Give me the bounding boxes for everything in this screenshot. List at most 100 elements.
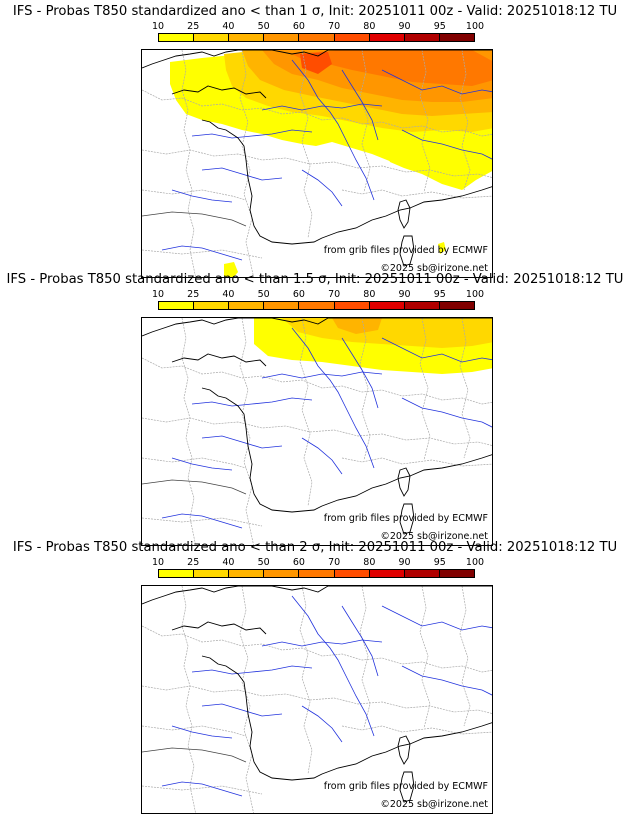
river <box>191 129 313 139</box>
river <box>301 437 343 475</box>
map-canvas <box>142 318 492 545</box>
scale-tick-label: 70 <box>328 21 341 32</box>
probability-area <box>292 50 492 86</box>
river <box>161 781 243 797</box>
color-scale: 10 25 40 50 60 70 80 90 95 100 <box>152 21 484 44</box>
island-corsica <box>397 199 411 229</box>
color-scale: 10 25 40 50 60 70 80 90 95 100 <box>152 289 484 312</box>
scale-tick-label: 10 <box>151 21 165 32</box>
river <box>301 169 343 207</box>
scale-swatch <box>439 302 474 309</box>
scale-swatch <box>264 302 300 309</box>
probability-area <box>438 242 446 254</box>
scale-swatch <box>439 570 474 577</box>
admin-border <box>299 50 313 239</box>
river <box>171 189 233 203</box>
map-panel-3: IFS - Probas T850 standardized ano < tha… <box>0 536 630 814</box>
scale-swatch <box>404 34 440 41</box>
scale-swatch <box>159 570 195 577</box>
source-credit: from grib files provided by ECMWF <box>323 781 488 792</box>
probability-area <box>382 146 492 190</box>
admin-border <box>142 357 492 405</box>
admin-border <box>142 457 247 469</box>
river <box>381 605 492 631</box>
admin-border <box>459 586 471 727</box>
scale-swatch <box>299 570 335 577</box>
river <box>301 705 343 743</box>
copyright-credit: ©2025 sb@irizone.net <box>380 263 488 274</box>
scale-tick-label: 40 <box>222 557 235 568</box>
scale-swatch <box>334 34 370 41</box>
scale-swatch <box>299 34 335 41</box>
scale-swatch <box>404 570 440 577</box>
admin-border <box>459 318 471 459</box>
admin-border <box>181 50 196 277</box>
river <box>191 665 313 675</box>
island-sardinia <box>399 771 415 803</box>
panel-title: IFS - Probas T850 standardized ano < tha… <box>6 272 624 287</box>
river <box>381 337 492 363</box>
scale-tick-label: 40 <box>222 289 235 300</box>
scale-tick-label: 80 <box>363 557 376 568</box>
river <box>401 397 492 428</box>
river <box>291 595 375 737</box>
scale-tick-label: 90 <box>398 557 411 568</box>
river <box>341 605 379 677</box>
river <box>341 69 379 141</box>
island-corsica <box>397 467 411 497</box>
admin-border <box>239 318 254 545</box>
probability-map: from grib files provided by ECMWF ©2025 … <box>141 49 493 278</box>
panel-title: IFS - Probas T850 standardized ano < tha… <box>12 540 618 555</box>
copyright-credit: ©2025 sb@irizone.net <box>380 531 488 542</box>
color-scale: 10 25 40 50 60 70 80 90 95 100 <box>152 557 484 580</box>
island-corsica <box>397 735 411 765</box>
scale-tick-label: 90 <box>398 21 411 32</box>
scale-tick-label: 50 <box>257 21 270 32</box>
admin-border <box>299 318 313 507</box>
probability-map: from grib files provided by ECMWF ©2025 … <box>141 585 493 814</box>
scale-bar <box>158 33 475 42</box>
scale-tick-label: 25 <box>187 289 200 300</box>
scale-swatch <box>334 570 370 577</box>
scale-tick-label: 25 <box>187 557 200 568</box>
river <box>191 397 313 407</box>
scale-swatch <box>369 302 405 309</box>
scale-tick-label: 50 <box>257 289 270 300</box>
scale-tick-label: 70 <box>328 557 341 568</box>
admin-border <box>142 685 492 714</box>
map-panel-2: IFS - Probas T850 standardized ano < tha… <box>0 268 630 546</box>
scale-tick-label: 80 <box>363 289 376 300</box>
scale-tick-label: 10 <box>151 289 165 300</box>
scale-swatch <box>194 570 230 577</box>
admin-border <box>142 417 492 446</box>
scale-tick-label: 60 <box>292 21 305 32</box>
scale-swatch <box>404 302 440 309</box>
river <box>201 435 283 449</box>
map-canvas <box>142 586 492 813</box>
scale-swatch <box>194 34 230 41</box>
river <box>261 371 383 379</box>
river <box>171 725 233 739</box>
river <box>291 59 375 201</box>
scale-tick-label: 80 <box>363 21 376 32</box>
admin-border <box>299 586 313 775</box>
admin-border <box>359 318 371 461</box>
admin-border <box>142 89 492 137</box>
copyright-credit: ©2025 sb@irizone.net <box>380 799 488 810</box>
admin-border <box>359 586 371 729</box>
scale-swatch <box>194 302 230 309</box>
river <box>201 703 283 717</box>
admin-border <box>459 50 471 191</box>
probability-area <box>282 318 492 348</box>
map-canvas <box>142 50 492 277</box>
scale-swatch <box>159 34 195 41</box>
scale-swatch <box>299 302 335 309</box>
river <box>261 103 383 111</box>
scale-bar <box>158 301 475 310</box>
river <box>381 69 492 95</box>
river <box>201 167 283 181</box>
admin-border <box>181 318 196 545</box>
admin-border <box>419 586 431 729</box>
scale-tick-label: 95 <box>433 21 446 32</box>
admin-border <box>341 457 492 467</box>
